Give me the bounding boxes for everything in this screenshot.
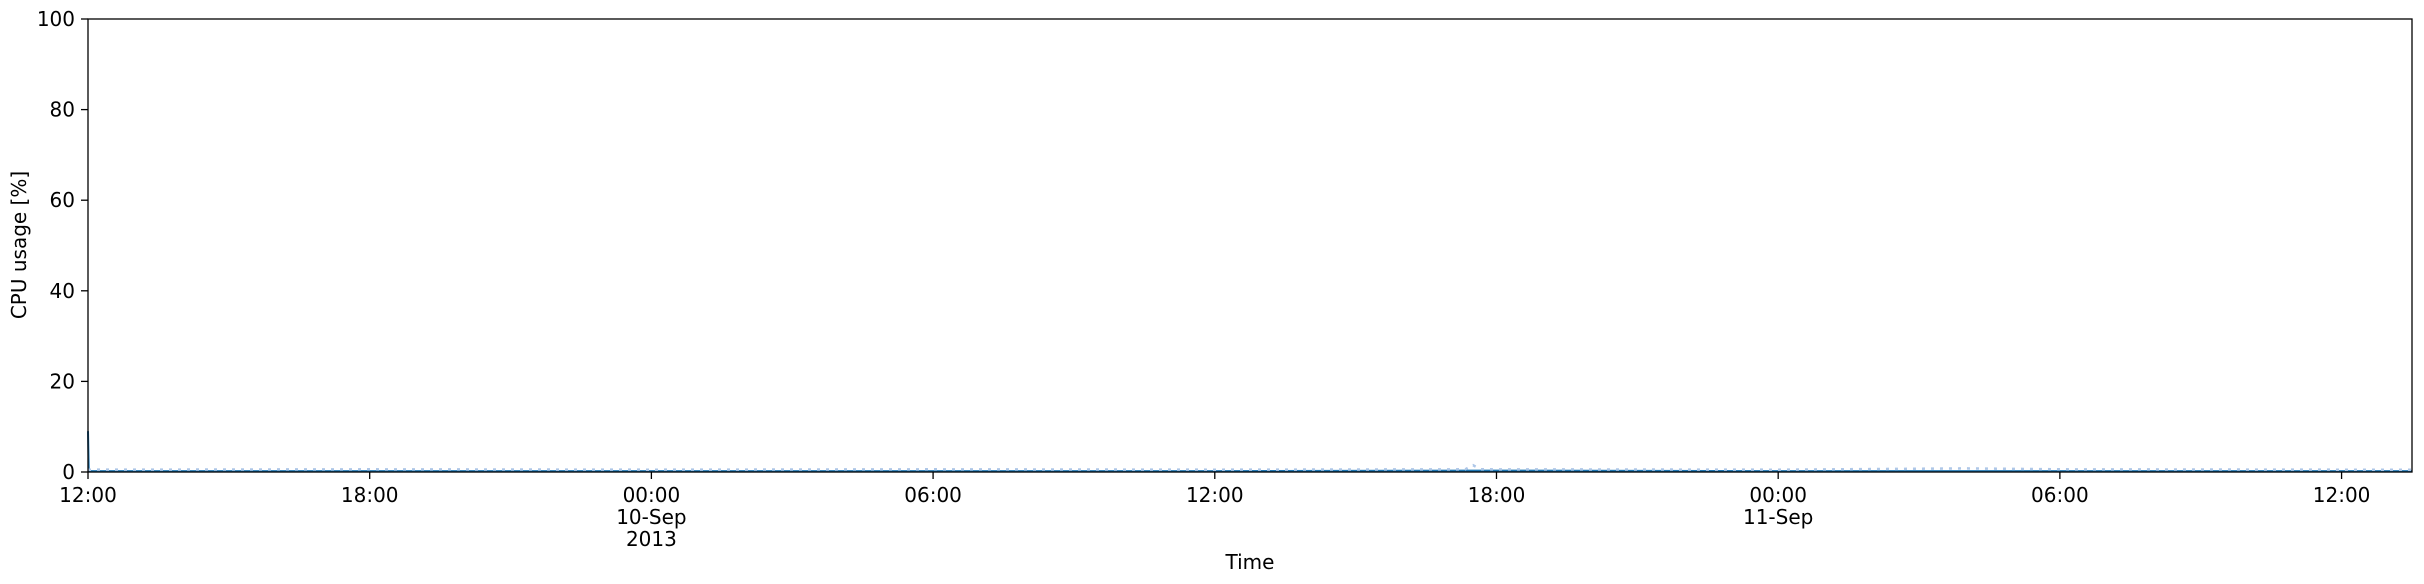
x-tick-label: 12:00	[59, 483, 117, 507]
series-layer	[87, 431, 2412, 473]
y-axis-label: CPU usage [%]	[7, 171, 31, 319]
x-axis-label: Time	[1225, 550, 1275, 574]
y-tick-label: 20	[50, 369, 75, 393]
y-tick-label: 40	[50, 279, 75, 303]
x-tick-label: 06:00	[2031, 483, 2089, 507]
x-tick-label: 12:00	[1186, 483, 1244, 507]
x-tick-label: 2013	[626, 527, 677, 551]
y-tick-label: 0	[62, 460, 75, 484]
x-tick-label: 00:00	[623, 483, 681, 507]
y-axis: 0 20 40 60 80 100	[37, 7, 88, 484]
plot-frame	[87, 18, 2413, 473]
y-tick-label: 80	[50, 98, 75, 122]
x-tick-label: 10-Sep	[616, 505, 686, 529]
plot-background	[88, 19, 2412, 472]
series-line-2	[87, 463, 2412, 471]
series-line-1	[87, 431, 2412, 473]
y-tick-label: 60	[50, 188, 75, 212]
x-tick-label: 12:00	[2313, 483, 2371, 507]
y-tick-label: 100	[37, 7, 75, 31]
x-tick-label: 11-Sep	[1743, 505, 1813, 529]
x-tick-label: 00:00	[1749, 483, 1807, 507]
x-tick-label: 18:00	[1468, 483, 1526, 507]
x-tick-label: 18:00	[341, 483, 399, 507]
x-tick-label: 06:00	[904, 483, 962, 507]
